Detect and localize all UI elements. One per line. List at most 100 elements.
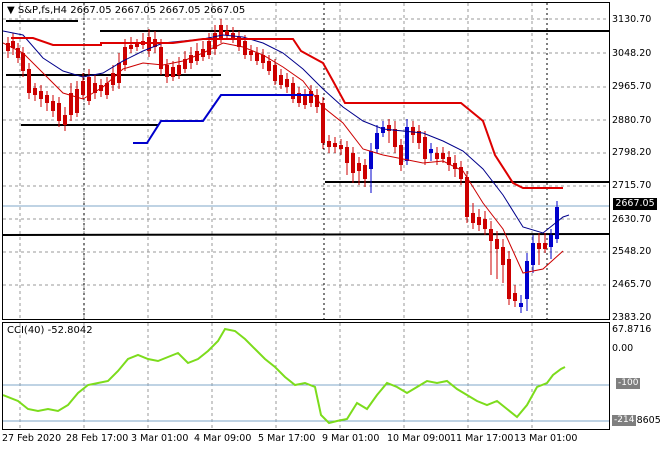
bearish-candle (39, 91, 43, 99)
bearish-candle (303, 95, 307, 105)
time-tick-label: 9 Mar 01:00 (322, 433, 380, 444)
bullish-candle (519, 303, 523, 307)
bearish-candle (543, 243, 547, 249)
bearish-candle (87, 77, 91, 101)
price-chart-canvas[interactable] (3, 3, 609, 319)
bearish-candle (16, 48, 20, 58)
bearish-candle (129, 45, 133, 49)
bearish-candle (423, 137, 427, 159)
cci-line (3, 327, 566, 425)
bearish-candle (471, 213, 475, 223)
bearish-candle (399, 145, 403, 165)
bearish-candle (483, 219, 487, 229)
bearish-candle (339, 145, 343, 149)
bearish-candle (69, 93, 73, 115)
bearish-candle (441, 153, 445, 159)
bearish-candle (357, 163, 361, 171)
bearish-candle (477, 217, 481, 225)
bearish-candle (237, 37, 241, 47)
bearish-candle (345, 147, 349, 163)
bearish-candle (177, 65, 181, 75)
bearish-candle (195, 51, 199, 61)
trailing-stop-blue (133, 94, 313, 144)
price-tick-label: 2465.70 (612, 279, 652, 290)
bearish-candle (111, 73, 115, 85)
bearish-candle (11, 41, 15, 48)
cci-label: CCI(40) -52.8042 (7, 325, 93, 336)
cci-indicator-panel[interactable]: CCI(40) -52.8042 (2, 322, 610, 430)
bearish-candle (51, 101, 55, 111)
cci-min-marker: -214 (612, 415, 637, 426)
current-price-marker: 2667.05 (613, 198, 657, 210)
price-tick-label: 2383.20 (612, 312, 652, 323)
bearish-candle (285, 79, 289, 87)
price-tick-label: 3048.20 (612, 48, 652, 59)
bearish-candle (453, 163, 457, 169)
price-tick-label: 2715.70 (612, 180, 652, 191)
bearish-candle (81, 81, 85, 95)
price-chart-panel[interactable]: ▼ S&P,fs,H4 2667.05 2667.05 2667.05 2667… (2, 2, 610, 320)
bearish-candle (273, 65, 277, 81)
bearish-candle (75, 89, 79, 113)
cci-chart-canvas[interactable] (3, 323, 609, 429)
time-tick-label: 28 Feb 17:00 (66, 433, 129, 444)
bullish-candle (525, 261, 529, 299)
bearish-candle (315, 95, 319, 107)
price-tick-label: 2965.70 (612, 81, 652, 92)
cci-level-marker: -100 (616, 378, 641, 389)
bearish-candle (321, 103, 325, 143)
bearish-candle (63, 115, 67, 125)
moving-average-fast (3, 42, 564, 274)
dropdown-triangle-icon[interactable]: ▼ (7, 5, 15, 16)
bearish-candle (255, 53, 259, 61)
price-tick-label: 2630.70 (612, 214, 652, 225)
chart-header: ▼ S&P,fs,H4 2667.05 2667.05 2667.05 2667… (7, 5, 245, 16)
level-line (3, 233, 609, 236)
bearish-candle (27, 69, 31, 93)
time-tick-label: 27 Feb 2020 (2, 433, 62, 444)
cci-tick-label: 0.00 (612, 343, 634, 354)
bullish-candle (531, 243, 535, 265)
bullish-candle (375, 133, 379, 149)
bearish-candle (447, 157, 451, 165)
ohlc-values: 2667.05 2667.05 2667.05 2667.05 (70, 5, 246, 16)
bearish-candle (159, 47, 163, 69)
bullish-candle (381, 127, 385, 133)
bearish-candle (333, 143, 337, 147)
cci-tick-label: 67.8716 (612, 324, 652, 335)
bearish-candle (93, 83, 97, 93)
bullish-candle (369, 151, 373, 169)
bearish-candle (33, 88, 37, 95)
time-tick-label: 11 Mar 17:00 (450, 433, 514, 444)
bearish-candle (207, 41, 211, 55)
bearish-candle (393, 129, 397, 147)
bearish-candle (501, 247, 505, 265)
price-tick-label: 3130.70 (612, 14, 652, 25)
bearish-candle (489, 229, 493, 241)
bearish-candle (297, 93, 301, 103)
bullish-candle (405, 127, 409, 161)
bearish-candle (309, 91, 313, 103)
time-tick-label: 10 Mar 09:00 (387, 433, 451, 444)
trailing-stop-red (11, 37, 563, 189)
price-tick-label: 2548.20 (612, 246, 652, 257)
time-tick-label: 5 Mar 17:00 (258, 433, 316, 444)
bearish-candle (183, 59, 187, 69)
bearish-candle (537, 243, 541, 249)
bearish-candle (495, 239, 499, 249)
bearish-candle (6, 43, 10, 51)
time-tick-label: 13 Mar 01:00 (514, 433, 578, 444)
bearish-candle (459, 167, 463, 179)
bullish-candle (549, 235, 553, 247)
bearish-candle (165, 65, 169, 77)
bearish-candle (351, 153, 355, 173)
bearish-candle (465, 177, 469, 217)
bearish-candle (261, 55, 265, 63)
bearish-candle (21, 53, 25, 71)
symbol-info: S&P,fs,H4 (17, 5, 68, 16)
time-tick-label: 3 Mar 01:00 (131, 433, 189, 444)
bullish-candle (555, 207, 559, 239)
bearish-candle (225, 31, 229, 35)
moving-average-slow (3, 30, 570, 234)
bearish-candle (135, 43, 139, 47)
